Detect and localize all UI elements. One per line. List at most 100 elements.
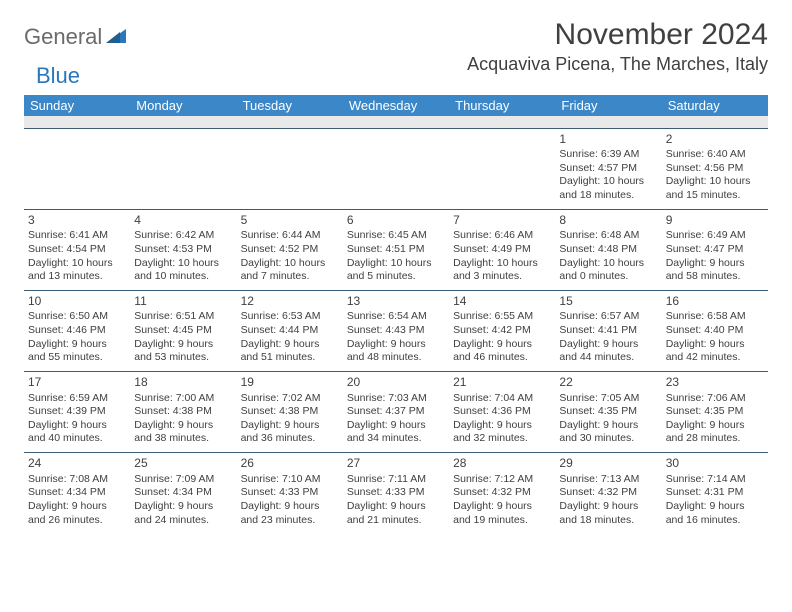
day-number: 14	[453, 294, 551, 310]
sunset-text: Sunset: 4:42 PM	[453, 324, 551, 338]
spacer-cell	[237, 116, 343, 128]
day-number: 3	[28, 213, 126, 229]
weekday-header: Friday	[555, 95, 661, 116]
day-cell: 27Sunrise: 7:11 AMSunset: 4:33 PMDayligh…	[343, 453, 449, 534]
calendar-page: General November 2024 Acquaviva Picena, …	[0, 0, 792, 551]
empty-cell	[130, 128, 236, 209]
day-cell: 22Sunrise: 7:05 AMSunset: 4:35 PMDayligh…	[555, 371, 661, 452]
day-cell: 13Sunrise: 6:54 AMSunset: 4:43 PMDayligh…	[343, 290, 449, 371]
sunset-text: Sunset: 4:46 PM	[28, 324, 126, 338]
spacer-cell	[130, 116, 236, 128]
sunset-text: Sunset: 4:45 PM	[134, 324, 232, 338]
day-cell: 17Sunrise: 6:59 AMSunset: 4:39 PMDayligh…	[24, 371, 130, 452]
sunset-text: Sunset: 4:48 PM	[559, 243, 657, 257]
sunset-text: Sunset: 4:32 PM	[453, 486, 551, 500]
day-number: 4	[134, 213, 232, 229]
daylight-text: Daylight: 9 hours and 21 minutes.	[347, 500, 445, 527]
weekday-header: Monday	[130, 95, 236, 116]
day-number: 11	[134, 294, 232, 310]
daylight-text: Daylight: 9 hours and 51 minutes.	[241, 338, 339, 365]
sunrise-text: Sunrise: 6:40 AM	[666, 148, 764, 162]
daylight-text: Daylight: 9 hours and 34 minutes.	[347, 419, 445, 446]
day-cell: 9Sunrise: 6:49 AMSunset: 4:47 PMDaylight…	[662, 209, 768, 290]
day-number: 10	[28, 294, 126, 310]
weekday-header: Tuesday	[237, 95, 343, 116]
daylight-text: Daylight: 9 hours and 32 minutes.	[453, 419, 551, 446]
sunset-text: Sunset: 4:34 PM	[28, 486, 126, 500]
sunrise-text: Sunrise: 6:39 AM	[559, 148, 657, 162]
sunrise-text: Sunrise: 7:05 AM	[559, 392, 657, 406]
location: Acquaviva Picena, The Marches, Italy	[467, 54, 768, 75]
sunrise-text: Sunrise: 7:03 AM	[347, 392, 445, 406]
daylight-text: Daylight: 9 hours and 30 minutes.	[559, 419, 657, 446]
sunset-text: Sunset: 4:52 PM	[241, 243, 339, 257]
daylight-text: Daylight: 9 hours and 19 minutes.	[453, 500, 551, 527]
daylight-text: Daylight: 9 hours and 23 minutes.	[241, 500, 339, 527]
day-number: 19	[241, 375, 339, 391]
calendar-table: SundayMondayTuesdayWednesdayThursdayFrid…	[24, 95, 768, 533]
day-cell: 3Sunrise: 6:41 AMSunset: 4:54 PMDaylight…	[24, 209, 130, 290]
sunrise-text: Sunrise: 6:41 AM	[28, 229, 126, 243]
sunrise-text: Sunrise: 7:09 AM	[134, 473, 232, 487]
empty-cell	[449, 128, 555, 209]
day-number: 28	[453, 456, 551, 472]
day-cell: 23Sunrise: 7:06 AMSunset: 4:35 PMDayligh…	[662, 371, 768, 452]
day-cell: 24Sunrise: 7:08 AMSunset: 4:34 PMDayligh…	[24, 453, 130, 534]
day-cell: 28Sunrise: 7:12 AMSunset: 4:32 PMDayligh…	[449, 453, 555, 534]
logo-text-blue: Blue	[36, 63, 80, 89]
day-number: 27	[347, 456, 445, 472]
daylight-text: Daylight: 9 hours and 40 minutes.	[28, 419, 126, 446]
daylight-text: Daylight: 9 hours and 48 minutes.	[347, 338, 445, 365]
sunrise-text: Sunrise: 6:58 AM	[666, 310, 764, 324]
day-number: 7	[453, 213, 551, 229]
day-number: 30	[666, 456, 764, 472]
sunrise-text: Sunrise: 7:14 AM	[666, 473, 764, 487]
sunset-text: Sunset: 4:40 PM	[666, 324, 764, 338]
day-number: 9	[666, 213, 764, 229]
sunrise-text: Sunrise: 6:57 AM	[559, 310, 657, 324]
spacer-cell	[343, 116, 449, 128]
sunset-text: Sunset: 4:44 PM	[241, 324, 339, 338]
logo-triangle-icon	[106, 26, 128, 49]
day-cell: 20Sunrise: 7:03 AMSunset: 4:37 PMDayligh…	[343, 371, 449, 452]
day-number: 13	[347, 294, 445, 310]
sunset-text: Sunset: 4:33 PM	[347, 486, 445, 500]
day-number: 17	[28, 375, 126, 391]
sunrise-text: Sunrise: 6:51 AM	[134, 310, 232, 324]
daylight-text: Daylight: 10 hours and 0 minutes.	[559, 257, 657, 284]
month-title: November 2024	[467, 18, 768, 52]
empty-cell	[237, 128, 343, 209]
day-cell: 4Sunrise: 6:42 AMSunset: 4:53 PMDaylight…	[130, 209, 236, 290]
day-number: 20	[347, 375, 445, 391]
day-number: 8	[559, 213, 657, 229]
day-cell: 11Sunrise: 6:51 AMSunset: 4:45 PMDayligh…	[130, 290, 236, 371]
day-cell: 10Sunrise: 6:50 AMSunset: 4:46 PMDayligh…	[24, 290, 130, 371]
daylight-text: Daylight: 9 hours and 58 minutes.	[666, 257, 764, 284]
sunrise-text: Sunrise: 6:53 AM	[241, 310, 339, 324]
daylight-text: Daylight: 10 hours and 5 minutes.	[347, 257, 445, 284]
sunset-text: Sunset: 4:53 PM	[134, 243, 232, 257]
sunrise-text: Sunrise: 6:55 AM	[453, 310, 551, 324]
weekday-header: Sunday	[24, 95, 130, 116]
sunrise-text: Sunrise: 6:59 AM	[28, 392, 126, 406]
sunset-text: Sunset: 4:51 PM	[347, 243, 445, 257]
spacer-cell	[662, 116, 768, 128]
day-number: 22	[559, 375, 657, 391]
sunrise-text: Sunrise: 7:13 AM	[559, 473, 657, 487]
daylight-text: Daylight: 10 hours and 3 minutes.	[453, 257, 551, 284]
day-cell: 6Sunrise: 6:45 AMSunset: 4:51 PMDaylight…	[343, 209, 449, 290]
day-cell: 1Sunrise: 6:39 AMSunset: 4:57 PMDaylight…	[555, 128, 661, 209]
day-number: 29	[559, 456, 657, 472]
sunrise-text: Sunrise: 6:44 AM	[241, 229, 339, 243]
daylight-text: Daylight: 9 hours and 38 minutes.	[134, 419, 232, 446]
logo: General	[24, 18, 130, 50]
day-cell: 5Sunrise: 6:44 AMSunset: 4:52 PMDaylight…	[237, 209, 343, 290]
day-cell: 14Sunrise: 6:55 AMSunset: 4:42 PMDayligh…	[449, 290, 555, 371]
sunset-text: Sunset: 4:39 PM	[28, 405, 126, 419]
sunrise-text: Sunrise: 6:46 AM	[453, 229, 551, 243]
sunrise-text: Sunrise: 7:06 AM	[666, 392, 764, 406]
sunrise-text: Sunrise: 6:42 AM	[134, 229, 232, 243]
sunrise-text: Sunrise: 7:08 AM	[28, 473, 126, 487]
sunset-text: Sunset: 4:31 PM	[666, 486, 764, 500]
daylight-text: Daylight: 9 hours and 53 minutes.	[134, 338, 232, 365]
